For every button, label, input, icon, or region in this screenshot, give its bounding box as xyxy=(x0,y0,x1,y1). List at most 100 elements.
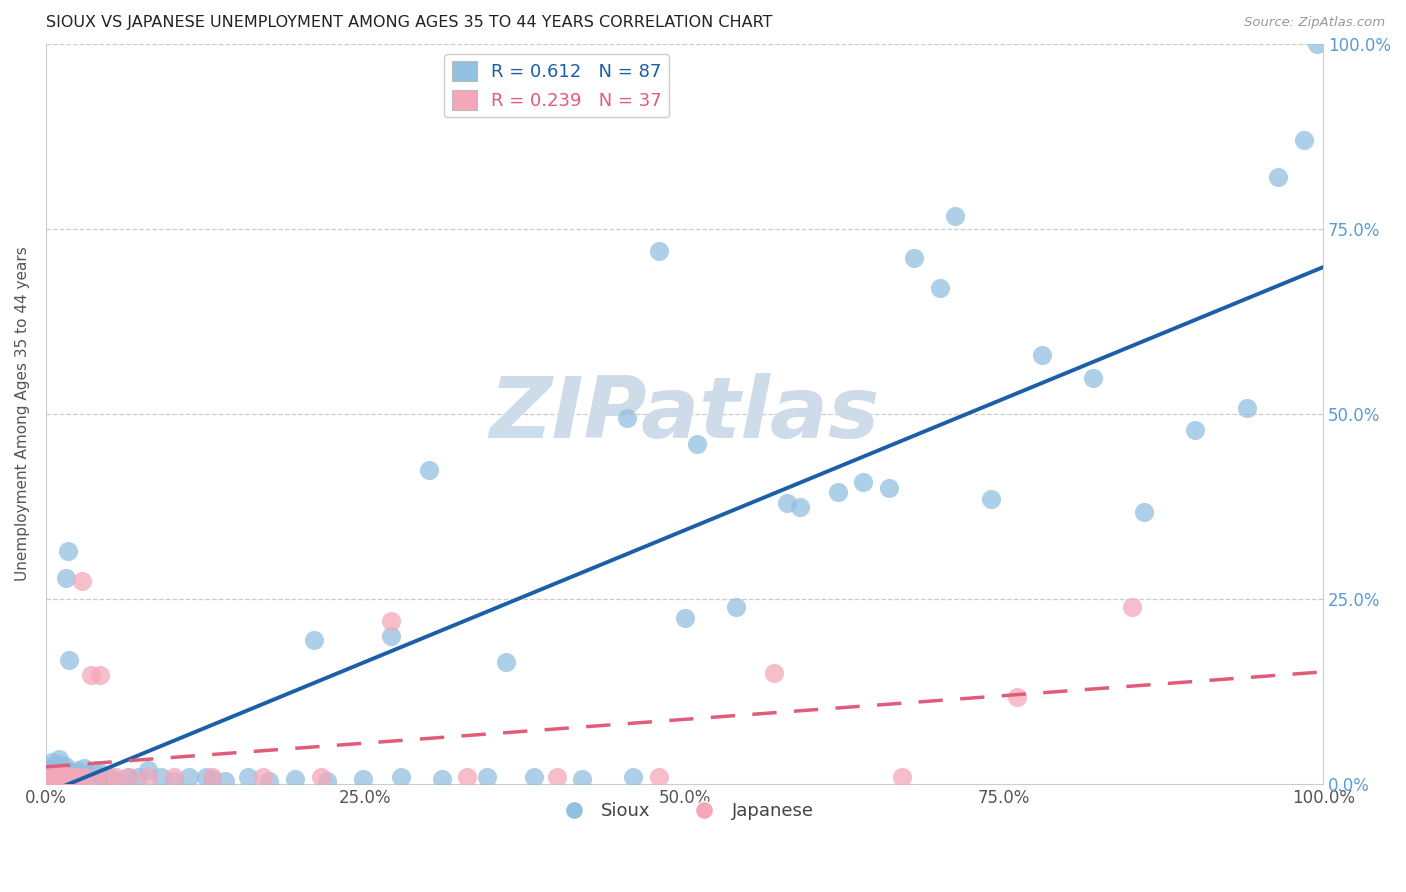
Point xyxy=(83,772,105,786)
Point xyxy=(77,770,100,784)
Point xyxy=(52,766,75,780)
Point xyxy=(673,611,696,625)
Point xyxy=(352,772,374,786)
Point xyxy=(163,773,186,788)
Point xyxy=(44,768,66,782)
Point xyxy=(60,770,83,784)
Point xyxy=(48,756,70,771)
Point xyxy=(51,768,73,782)
Point xyxy=(62,766,84,780)
Point xyxy=(63,770,86,784)
Point xyxy=(41,772,63,786)
Point xyxy=(852,475,875,490)
Point xyxy=(309,770,332,784)
Point xyxy=(56,544,79,558)
Point xyxy=(316,773,339,788)
Point xyxy=(1184,423,1206,437)
Point xyxy=(418,462,440,476)
Point xyxy=(53,759,76,773)
Point xyxy=(546,770,568,784)
Point xyxy=(284,772,307,786)
Point xyxy=(1292,133,1315,147)
Point xyxy=(380,615,402,629)
Point xyxy=(60,770,83,784)
Point xyxy=(89,667,111,681)
Point xyxy=(51,764,73,778)
Point xyxy=(495,655,517,669)
Point xyxy=(163,770,186,784)
Point xyxy=(91,770,114,784)
Point xyxy=(48,751,70,765)
Point xyxy=(44,770,66,784)
Point xyxy=(42,766,65,780)
Point xyxy=(776,496,799,510)
Point xyxy=(380,629,402,643)
Point xyxy=(58,653,80,667)
Point xyxy=(302,632,325,647)
Point xyxy=(39,770,62,784)
Point xyxy=(53,763,76,777)
Point xyxy=(201,770,224,784)
Point xyxy=(903,252,925,266)
Text: Source: ZipAtlas.com: Source: ZipAtlas.com xyxy=(1244,16,1385,29)
Point xyxy=(96,770,118,784)
Point xyxy=(38,764,60,778)
Point xyxy=(724,599,747,614)
Point xyxy=(69,766,91,780)
Text: SIOUX VS JAPANESE UNEMPLOYMENT AMONG AGES 35 TO 44 YEARS CORRELATION CHART: SIOUX VS JAPANESE UNEMPLOYMENT AMONG AGE… xyxy=(46,15,772,30)
Point xyxy=(66,763,89,777)
Point xyxy=(877,481,900,495)
Point xyxy=(1031,348,1053,362)
Point xyxy=(39,770,62,784)
Point xyxy=(929,281,952,295)
Point xyxy=(1306,37,1329,51)
Point xyxy=(49,770,72,784)
Point xyxy=(1083,371,1105,385)
Point xyxy=(762,666,785,681)
Point xyxy=(52,770,75,784)
Y-axis label: Unemployment Among Ages 35 to 44 years: Unemployment Among Ages 35 to 44 years xyxy=(15,247,30,582)
Point xyxy=(58,772,80,786)
Point xyxy=(51,770,73,784)
Point xyxy=(73,761,96,775)
Point xyxy=(86,763,108,777)
Point xyxy=(252,770,274,784)
Point xyxy=(117,770,139,784)
Point xyxy=(46,772,69,786)
Point xyxy=(41,755,63,769)
Point xyxy=(48,768,70,782)
Point xyxy=(616,410,638,425)
Point xyxy=(66,770,89,784)
Point xyxy=(136,770,159,784)
Point xyxy=(201,772,224,786)
Point xyxy=(63,770,86,784)
Point xyxy=(59,764,82,778)
Text: ZIPatlas: ZIPatlas xyxy=(489,373,880,456)
Point xyxy=(46,770,69,784)
Point xyxy=(980,492,1002,507)
Point xyxy=(177,770,200,784)
Point xyxy=(523,770,546,784)
Point xyxy=(1121,599,1143,614)
Point xyxy=(890,770,912,784)
Point xyxy=(44,761,66,775)
Point xyxy=(41,768,63,782)
Point xyxy=(136,763,159,777)
Point xyxy=(65,772,87,786)
Point xyxy=(45,765,67,780)
Point xyxy=(943,209,966,223)
Point xyxy=(1005,690,1028,704)
Point xyxy=(827,484,849,499)
Legend: Sioux, Japanese: Sioux, Japanese xyxy=(548,795,821,827)
Point xyxy=(571,772,593,786)
Point xyxy=(49,761,72,775)
Point xyxy=(52,770,75,784)
Point xyxy=(236,770,259,784)
Point xyxy=(789,500,811,514)
Point xyxy=(686,436,709,450)
Point xyxy=(214,773,236,788)
Point xyxy=(39,761,62,775)
Point xyxy=(55,770,77,784)
Point xyxy=(70,574,93,588)
Point xyxy=(648,244,671,258)
